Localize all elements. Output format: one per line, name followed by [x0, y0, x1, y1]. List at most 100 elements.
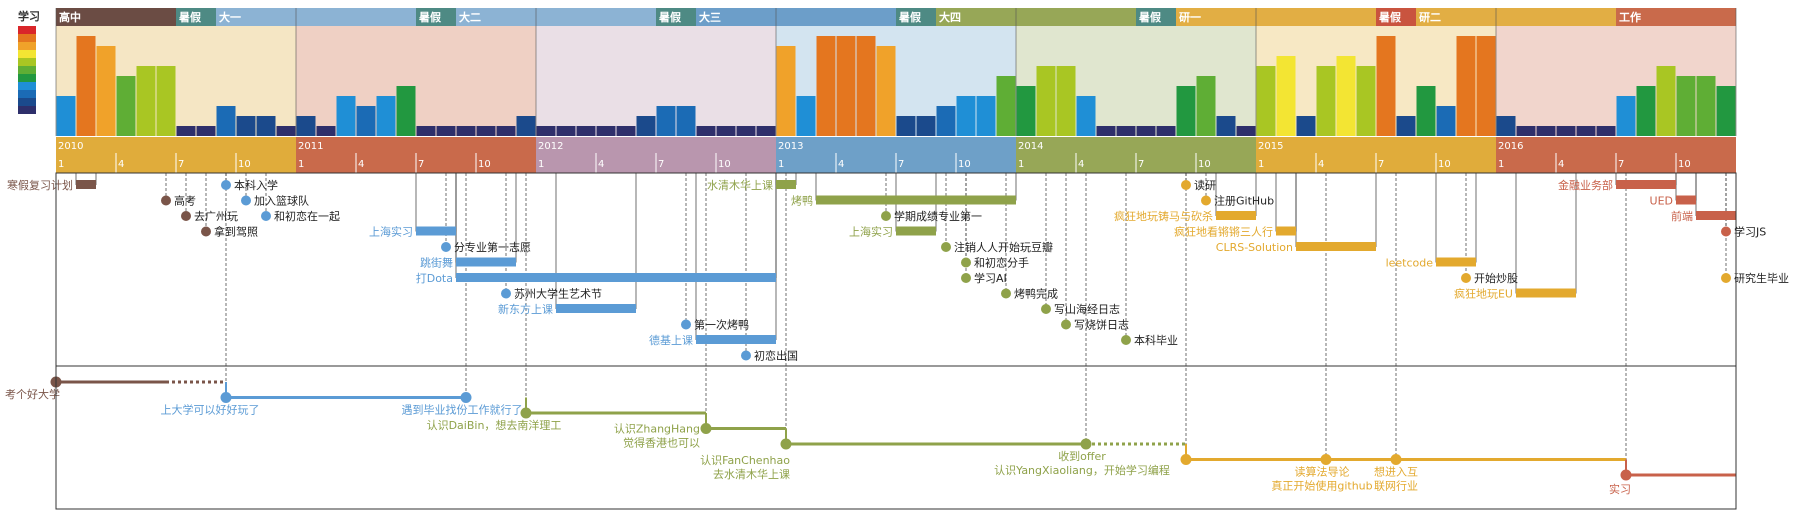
study-bar [76, 36, 96, 136]
period-header [696, 8, 776, 26]
axis-month-label: 1 [778, 159, 784, 170]
study-bar [996, 76, 1016, 136]
event-dot [1721, 273, 1731, 283]
event-label: 去广州玩 [194, 210, 238, 223]
career-milestone-label: 考个好大学 [5, 387, 60, 401]
axis-month-label: 7 [1138, 159, 1144, 170]
study-bar [596, 126, 616, 136]
axis-month-label: 4 [118, 159, 124, 170]
event-label: 打Dota [416, 271, 453, 285]
study-bar [1116, 126, 1136, 136]
axis-month-label: 10 [1198, 159, 1211, 170]
period-label: 高中 [59, 10, 81, 24]
period-label: 暑假 [419, 10, 442, 24]
study-bar [1356, 66, 1376, 136]
period-header [416, 8, 456, 26]
study-bar [1496, 116, 1516, 136]
event-dot [1061, 319, 1071, 330]
study-bar [696, 126, 716, 136]
event-bar [1616, 180, 1676, 189]
frame [55, 172, 1737, 510]
axis-month-label: 4 [838, 159, 844, 170]
legend: 学习 [18, 9, 40, 114]
legend-title: 学习 [18, 9, 40, 23]
event-label: 疯狂地玩EU [1454, 287, 1513, 301]
period-band [1496, 26, 1616, 136]
legend-swatch [18, 26, 36, 34]
event-label: 初恋出国 [754, 349, 798, 363]
study-bar [676, 106, 696, 136]
event-label: 加入篮球队 [254, 194, 309, 208]
study-bar [1016, 86, 1036, 136]
period-header [1496, 8, 1616, 26]
legend-swatch [18, 82, 36, 90]
event-label: UED [1650, 195, 1673, 208]
period-header [296, 8, 416, 26]
study-bar [576, 126, 596, 136]
study-bar [1716, 86, 1736, 136]
event-bar [1436, 257, 1476, 267]
event-label: 寒假复习计划 [7, 178, 73, 192]
career-milestone-label: 上大学可以好好玩了 [161, 403, 260, 417]
event-bar [76, 180, 96, 189]
event-label: 读研 [1194, 178, 1216, 192]
event-dot [501, 288, 511, 299]
period-header [1016, 8, 1136, 26]
study-bar [876, 46, 896, 136]
study-bar [376, 96, 396, 136]
period-label: 研二 [1419, 11, 1441, 24]
career-milestone [1320, 454, 1332, 465]
event-bar [1676, 195, 1696, 205]
axis-month-label: 4 [1318, 159, 1324, 170]
study-bar [1056, 66, 1076, 136]
study-bar [1616, 96, 1636, 136]
axis-month-label: 7 [1378, 159, 1384, 170]
study-bar [136, 66, 156, 136]
axis-year-label: 2014 [1018, 141, 1043, 152]
period-header [176, 8, 216, 26]
period-band [696, 26, 776, 136]
event-dot [881, 211, 891, 221]
career-milestone [1620, 469, 1632, 481]
period-label: 研一 [1179, 11, 1201, 24]
event-bar [456, 273, 776, 282]
study-bar [1656, 66, 1676, 136]
legend-swatch [18, 98, 36, 106]
event-label: 上海实习 [849, 225, 893, 239]
study-bar [196, 126, 216, 136]
study-bar [736, 126, 756, 136]
study-bar [776, 46, 796, 136]
event-dot [961, 257, 971, 268]
event-label: 本科入学 [234, 178, 278, 192]
study-bar [616, 126, 636, 136]
legend-swatch [18, 90, 36, 98]
event-label: leetcode [1386, 257, 1434, 270]
study-bar [1536, 126, 1556, 136]
axis-year-label: 2012 [538, 141, 563, 152]
study-bar [356, 106, 376, 136]
event-label: 新东方上课 [498, 302, 553, 316]
career-milestone-label: 认识ZhangHang [614, 423, 700, 436]
study-bar [1396, 116, 1416, 136]
event-dot [941, 242, 951, 252]
period-header [456, 8, 536, 26]
event-label: 金融业务部 [1558, 178, 1613, 192]
axis-month-label: 7 [658, 159, 664, 170]
study-bar [1336, 56, 1356, 136]
event-dot [261, 211, 271, 221]
study-bar [1216, 116, 1236, 136]
event-dot [1461, 273, 1471, 283]
study-bar [236, 116, 256, 136]
study-bar [1176, 86, 1196, 136]
event-bar [416, 226, 456, 236]
event-bar [1296, 242, 1376, 251]
event-dot [221, 180, 231, 190]
event-label: 疯狂地玩铸马与砍杀 [1114, 209, 1213, 223]
event-label: 开始炒股 [1474, 271, 1518, 285]
study-bar [1696, 76, 1716, 136]
axis-month-label: 1 [58, 159, 64, 170]
career-milestone-label: 认识FanChenhao [700, 454, 790, 467]
legend-swatch [18, 66, 36, 74]
